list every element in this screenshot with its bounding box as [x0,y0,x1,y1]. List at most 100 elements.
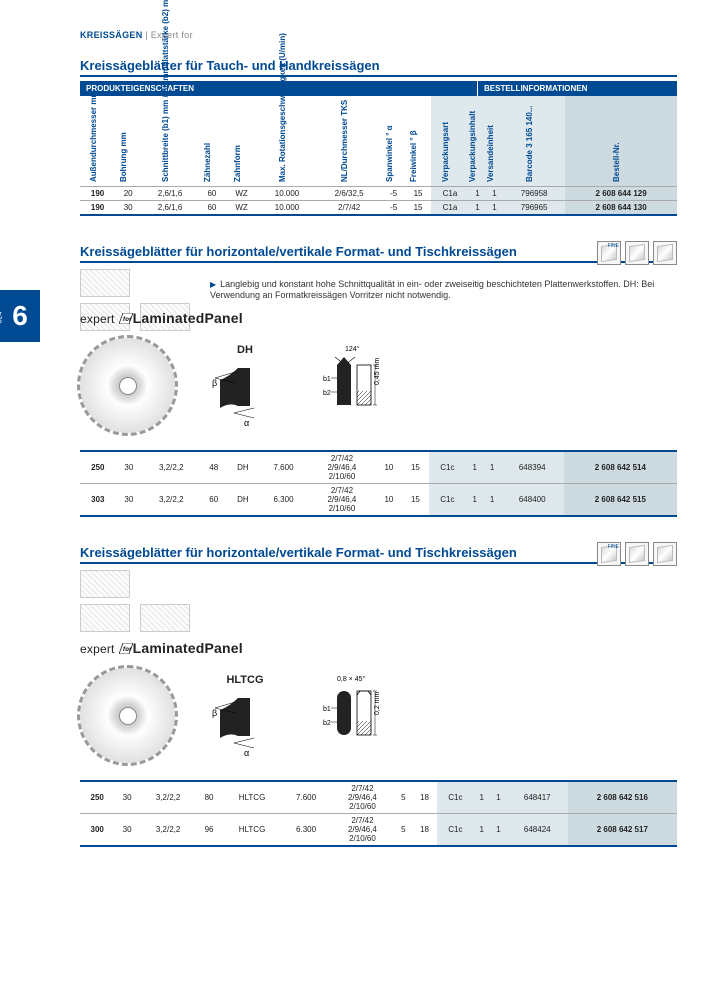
product-name: expert forLaminatedPanel [80,640,677,656]
for-icon: for [119,643,133,654]
cell: 10 [376,483,402,516]
cell: 303 [80,483,116,516]
cell: 96 [196,813,222,846]
cell: 648394 [501,451,564,484]
cell: 10.000 [258,200,316,215]
table-row: 190202,6/1,660WZ10.0002/6/32,5-515C1a117… [80,186,677,200]
section2-title: Kreissägeblätter für horizontale/vertika… [80,244,677,263]
cell: 18 [412,813,438,846]
svg-text:α: α [244,748,249,758]
cell: 190 [80,186,115,200]
cell: 2,6/1,6 [141,186,199,200]
svg-text:b1: b1 [323,706,331,713]
cell: 2/7/42 [316,200,383,215]
material-icons: FINE [597,542,677,566]
section2-desc: Langlebig und konstant hohe Schnittquali… [210,279,677,302]
cell: 3,2/2,2 [140,813,196,846]
cell: 30 [116,451,142,484]
spec-table-3: 250303,2/2,280HLTCG7.6002/7/422/9/46,42/… [80,780,677,847]
cell: 1 [466,483,483,516]
breadcrumb-sub: Expert for [151,30,193,40]
cell: 60 [200,483,226,516]
cell: 5 [395,781,412,814]
svg-text:0,8 × 45°: 0,8 × 45° [337,675,365,683]
cell: 6.300 [259,483,308,516]
spec-table-2: 250303,2/2,248DH7.6002/7/422/9/46,42/10/… [80,450,677,517]
material-icon [625,241,649,265]
cell: 3,2/2,2 [140,781,196,814]
col-header: Bestell-Nr. [565,96,677,186]
cell: 10 [376,451,402,484]
cell: 2 608 642 514 [564,451,677,484]
cell: 1 [486,186,503,200]
cell: 300 [80,813,114,846]
col-header: Freiwinkel ° β [405,96,431,186]
svg-text:b1: b1 [323,376,331,383]
cell: 18 [412,781,438,814]
cell: 20 [115,186,141,200]
cell: 2,6/1,6 [141,200,199,215]
cell: 2 608 644 130 [565,200,677,215]
col-header: Zahnform [225,96,258,186]
svg-text:β: β [212,378,217,388]
cell: 2/6/32,5 [316,186,383,200]
cell: 7.600 [259,451,308,484]
cell: DH [227,483,259,516]
cell: C1c [437,781,473,814]
table-row: 190302,6/1,660WZ10.0002/7/42-515C1a11796… [80,200,677,215]
cell: 1 [473,813,490,846]
cell: 250 [80,451,116,484]
cell: 30 [115,200,141,215]
cell: 10.000 [258,186,316,200]
col-header: Außendurchmesser mm [80,96,115,186]
page-number: 324 [0,312,3,324]
cell: 190 [80,200,115,215]
cell: 15 [402,483,428,516]
fine-icon: FINE [597,542,621,566]
cell: 2/7/422/9/46,42/10/60 [308,451,376,484]
cell: 3,2/2,2 [142,483,200,516]
cell: 1 [469,186,486,200]
tooth-label: HLTCG [205,674,285,686]
cell: C1a [431,200,469,215]
app-thumb [80,570,130,598]
col-header: Schnittbreite (b1) mm / Stammblattstärke… [141,96,199,186]
cell: C1c [429,483,466,516]
tooth-tip-diagram: 0,8 × 45° b1 b2 0,2 mm [315,673,395,758]
app-thumb [80,269,130,297]
tooth-label: DH [205,344,285,356]
col-header: Barcode 3 165 140... [503,96,565,186]
cell: 15 [405,186,431,200]
cell: 1 [490,813,507,846]
cell: 7.600 [282,781,330,814]
cell: 30 [114,813,140,846]
cell: C1c [429,451,466,484]
product-model: LaminatedPanel [133,640,243,656]
table-row: 250303,2/2,280HLTCG7.6002/7/422/9/46,42/… [80,781,677,814]
fine-icon: FINE [597,241,621,265]
cell: -5 [382,200,405,215]
col-header: NL/Durchmesser TKS [316,96,383,186]
table-row: 250303,2/2,248DH7.6002/7/422/9/46,42/10/… [80,451,677,484]
app-thumb [80,604,130,632]
saw-blade-icon [80,338,175,433]
cell: 48 [200,451,226,484]
col-header: Verpackungsart [431,96,469,186]
tooth-geometry-diagram: DH β α [205,344,285,428]
cell: 60 [199,200,225,215]
breadcrumb-sep: | [143,30,151,40]
tooth-tip-diagram: 124° b1 b2 0,45 mm [315,343,395,428]
material-icon [653,542,677,566]
product-prefix: expert [80,312,115,326]
cell: WZ [225,200,258,215]
svg-text:α: α [244,418,249,428]
cell: 30 [114,781,140,814]
cell: 2 608 644 129 [565,186,677,200]
cell: HLTCG [222,781,282,814]
cell: 648417 [507,781,568,814]
material-icon [653,241,677,265]
cell: C1c [437,813,473,846]
cell: 2/7/422/9/46,42/10/60 [308,483,376,516]
col-header: Verpackungsinhalt [469,96,486,186]
cell: 1 [466,451,483,484]
